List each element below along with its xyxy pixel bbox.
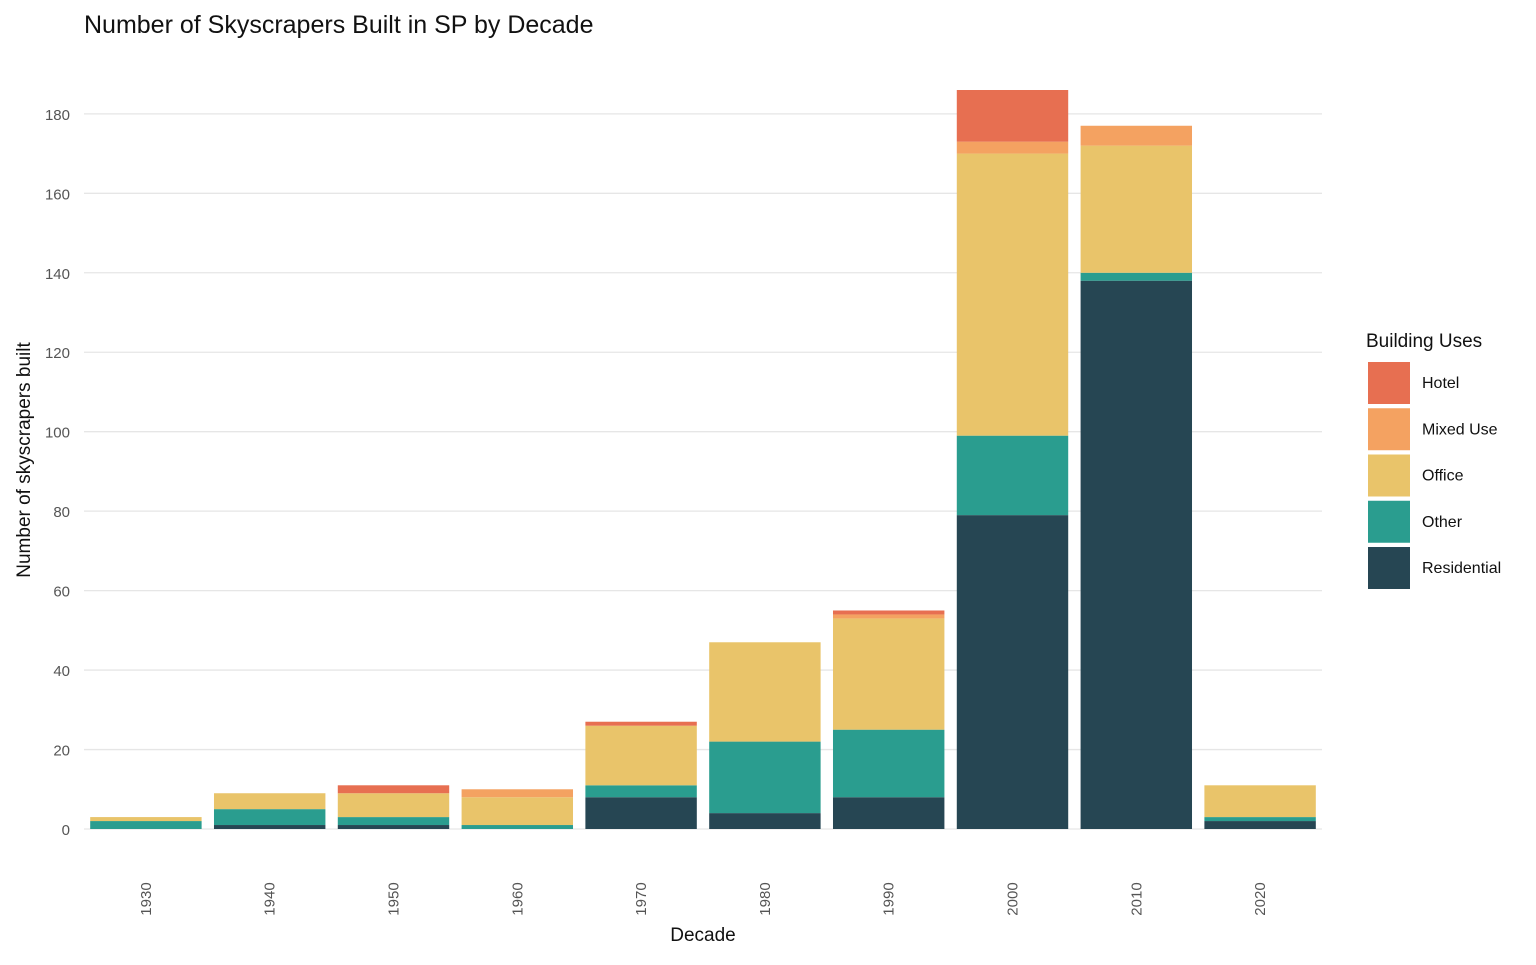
y-axis-tick-labels: 0 20 40 60 80 100 120 140 160 180 [45, 107, 70, 839]
bar-segment-office-1970 [585, 725, 697, 786]
bar-segment-residential-1970 [585, 797, 697, 829]
x-tick-label: 2000 [1005, 882, 1022, 915]
bar-segment-residential-2000 [956, 515, 1069, 829]
y-tick-label: 60 [53, 584, 70, 601]
x-tick-label: 2010 [1128, 882, 1145, 915]
chart-title: Number of Skyscrapers Built in SP by Dec… [84, 11, 594, 39]
bar-segment-other-1940 [213, 809, 326, 826]
bar-segment-hotel-2000 [956, 90, 1069, 142]
y-tick-label: 100 [45, 425, 70, 442]
x-tick-label: 2020 [1252, 882, 1269, 915]
bar-segment-residential-1980 [709, 813, 821, 829]
bars [90, 90, 1316, 829]
y-tick-label: 160 [45, 186, 70, 203]
bar-segment-office-2010 [1080, 145, 1193, 273]
x-tick-label: 1930 [138, 882, 155, 915]
gridlines [84, 113, 1322, 830]
bar-segment-other-2000 [956, 435, 1069, 516]
bar-segment-residential-1940 [213, 825, 326, 829]
legend-title: Building Uses [1366, 331, 1482, 352]
legend-label-office: Office [1422, 468, 1464, 485]
bar-segment-office-1960 [461, 797, 574, 826]
bar-segment-hotel-1950 [337, 785, 450, 794]
x-tick-label: 1980 [757, 882, 774, 915]
bar-segment-other-2020 [1204, 817, 1316, 822]
bar-segment-mixed-use-2010 [1080, 125, 1193, 146]
bar-segment-other-1930 [90, 821, 202, 829]
bar-segment-residential-1950 [337, 825, 450, 829]
y-tick-label: 140 [45, 266, 70, 283]
bar-segment-other-2010 [1080, 272, 1193, 281]
x-tick-label: 1990 [881, 882, 898, 915]
y-tick-label: 40 [53, 663, 70, 680]
bar-segment-office-1930 [90, 817, 202, 822]
legend-swatch-residential [1368, 547, 1410, 589]
x-tick-label: 1960 [509, 882, 526, 915]
legend-label-hotel: Hotel [1422, 375, 1459, 392]
y-tick-label: 20 [53, 743, 70, 760]
bar-segment-mixed-use-1990 [832, 614, 945, 619]
bar-segment-residential-1990 [832, 797, 945, 829]
bar-segment-hotel-1990 [832, 610, 945, 615]
bar-segment-office-1950 [337, 793, 450, 818]
bar-segment-other-1970 [585, 785, 697, 798]
legend: Hotel Mixed Use Office Other Residential [1368, 362, 1501, 589]
bar-segment-office-1940 [213, 793, 326, 810]
x-tick-label: 1970 [633, 882, 650, 915]
legend-label-other: Other [1422, 514, 1463, 531]
bar-segment-other-1950 [337, 817, 450, 826]
bar-segment-office-1990 [832, 618, 945, 730]
bar-segment-residential-2020 [1204, 821, 1316, 829]
legend-swatch-office [1368, 454, 1410, 497]
y-tick-label: 120 [45, 345, 70, 362]
bar-segment-office-1980 [709, 642, 821, 742]
x-axis-tick-labels: 1930 1940 1950 1960 1970 1980 1990 2000 2010 2020 [138, 882, 1269, 915]
y-tick-label: 0 [62, 822, 70, 839]
legend-swatch-hotel [1368, 362, 1410, 404]
y-tick-label: 80 [53, 504, 70, 521]
bar-segment-other-1980 [709, 741, 821, 814]
bar-segment-hotel-1970 [585, 721, 697, 726]
bar-segment-mixed-use-1960 [461, 789, 574, 798]
legend-label-residential: Residential [1422, 560, 1501, 577]
x-tick-label: 1950 [386, 882, 403, 915]
bar-segment-other-1960 [461, 825, 574, 829]
legend-swatch-mixed-use [1368, 408, 1410, 451]
legend-label-mixed-use: Mixed Use [1422, 421, 1498, 438]
x-tick-label: 1940 [262, 882, 279, 915]
bar-segment-other-1990 [832, 729, 945, 798]
bar-segment-mixed-use-2000 [956, 141, 1069, 154]
bar-segment-office-2020 [1204, 785, 1316, 818]
legend-swatch-other [1368, 500, 1410, 543]
x-axis-label: Decade [670, 925, 736, 946]
bar-segment-residential-2010 [1080, 280, 1193, 829]
y-axis-label: Number of skyscrapers built [14, 342, 35, 578]
bar-segment-office-2000 [956, 153, 1069, 436]
y-tick-label: 180 [45, 107, 70, 124]
